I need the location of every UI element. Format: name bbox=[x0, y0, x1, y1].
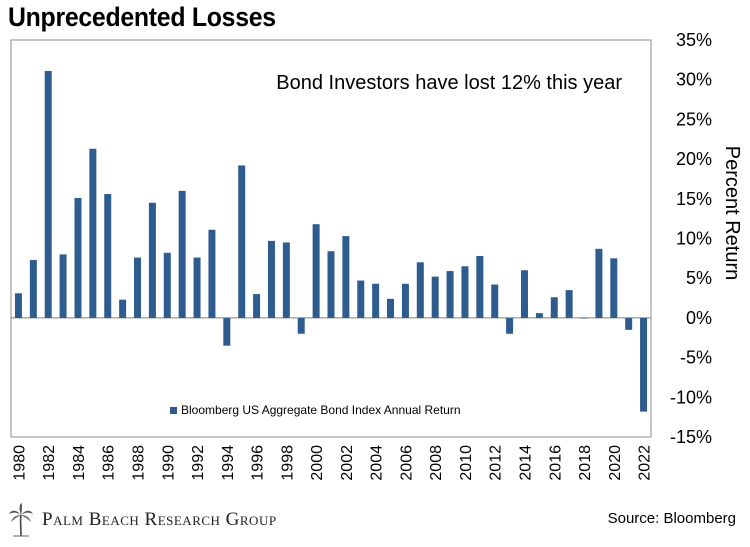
y-axis-label: Percent Return bbox=[721, 146, 743, 281]
legend-entry: Bloomberg US Aggregate Bond Index Annual… bbox=[181, 403, 461, 417]
bars-group bbox=[14, 70, 648, 412]
bar-2007 bbox=[416, 262, 424, 318]
y-tick-label: 0% bbox=[686, 308, 712, 328]
bar-2015 bbox=[535, 313, 543, 318]
bar-2022 bbox=[640, 317, 648, 412]
bar-1980 bbox=[14, 293, 22, 318]
bar-2020 bbox=[610, 258, 618, 318]
bar-1988 bbox=[134, 257, 142, 318]
y-tick-label: 20% bbox=[676, 149, 712, 169]
brand-name: Palm Beach Research Group bbox=[42, 509, 277, 530]
bar-1992 bbox=[193, 257, 201, 318]
x-tick-label: 2004 bbox=[369, 445, 386, 481]
bar-1996 bbox=[253, 294, 261, 318]
x-tick-label: 2014 bbox=[518, 445, 535, 481]
bar-2006 bbox=[401, 283, 409, 318]
bar-1983 bbox=[59, 254, 67, 318]
bar-2014 bbox=[520, 270, 528, 318]
footer-brand: Palm Beach Research Group bbox=[8, 503, 277, 537]
bar-1998 bbox=[282, 242, 290, 318]
bar-1985 bbox=[89, 148, 97, 318]
bar-1986 bbox=[104, 194, 112, 318]
y-tick-label: 5% bbox=[686, 268, 712, 288]
source-credit: Source: Bloomberg bbox=[607, 510, 736, 527]
bar-2008 bbox=[431, 276, 439, 318]
bar-2021 bbox=[625, 317, 633, 330]
x-tick-label: 1996 bbox=[250, 445, 267, 481]
y-tick-label: -5% bbox=[680, 348, 712, 368]
plot-frame bbox=[10, 39, 652, 438]
bar-1991 bbox=[178, 190, 186, 318]
bar-2017 bbox=[565, 290, 573, 318]
x-tick-label: 1982 bbox=[41, 445, 58, 481]
bar-1990 bbox=[163, 252, 171, 318]
legend-swatch bbox=[170, 407, 177, 414]
x-tick-label: 1992 bbox=[190, 445, 207, 481]
legend: Bloomberg US Aggregate Bond Index Annual… bbox=[170, 403, 461, 417]
bar-1989 bbox=[148, 202, 156, 318]
y-tick-label: 10% bbox=[676, 229, 712, 249]
bar-2018 bbox=[580, 317, 588, 319]
y-tick-labels: 35% 30% 25% 20% 15% 10% 5% 0% -5% -10% -15% bbox=[670, 30, 712, 447]
bar-1984 bbox=[74, 198, 82, 318]
bar-2010 bbox=[461, 266, 469, 318]
x-tick-label: 2006 bbox=[398, 445, 415, 481]
x-tick-label: 2008 bbox=[428, 445, 445, 481]
bar-1982 bbox=[44, 70, 52, 318]
y-tick-label: -15% bbox=[670, 427, 712, 447]
x-tick-label: 1984 bbox=[71, 445, 88, 481]
y-tick-label: 35% bbox=[676, 30, 712, 50]
bar-2000 bbox=[312, 224, 320, 318]
x-tick-label: 2020 bbox=[607, 445, 624, 481]
bar-2005 bbox=[387, 298, 395, 318]
x-tick-label: 1986 bbox=[101, 445, 118, 481]
bar-2003 bbox=[357, 280, 365, 318]
bar-2019 bbox=[595, 248, 603, 318]
bar-2002 bbox=[342, 236, 350, 318]
x-tick-label: 2002 bbox=[339, 445, 356, 481]
y-tick-label: -10% bbox=[670, 387, 712, 407]
x-tick-label: 2018 bbox=[577, 445, 594, 481]
bar-2004 bbox=[372, 283, 380, 318]
bar-1994 bbox=[223, 317, 231, 346]
y-tick-label: 30% bbox=[676, 70, 712, 90]
bar-1987 bbox=[119, 299, 127, 318]
bar-1997 bbox=[267, 240, 275, 318]
chart-annotation: Bond Investors have lost 12% this year bbox=[276, 72, 622, 94]
page-title: Unprecedented Losses bbox=[8, 2, 276, 32]
x-tick-label: 2012 bbox=[488, 445, 505, 481]
x-tick-label: 2000 bbox=[309, 445, 326, 481]
bar-1993 bbox=[208, 229, 216, 318]
bar-2012 bbox=[491, 284, 499, 318]
x-tick-label: 1988 bbox=[131, 445, 148, 481]
bar-2016 bbox=[550, 297, 558, 318]
bar-1995 bbox=[238, 165, 246, 318]
x-tick-label: 1994 bbox=[220, 445, 237, 481]
bar-2011 bbox=[476, 255, 484, 318]
palm-tree-logo-icon bbox=[9, 503, 33, 537]
x-tick-label: 2010 bbox=[458, 445, 475, 481]
x-tick-label: 2016 bbox=[547, 445, 564, 481]
bar-1999 bbox=[297, 317, 305, 334]
x-tick-label: 1998 bbox=[279, 445, 296, 481]
x-tick-labels: 1980 1982 1984 1986 1988 1990 1992 1994 1996 1998… bbox=[11, 445, 653, 481]
y-tick-label: 15% bbox=[676, 189, 712, 209]
bar-2001 bbox=[327, 251, 335, 318]
y-tick-label: 25% bbox=[676, 109, 712, 129]
x-tick-label: 2022 bbox=[637, 445, 654, 481]
bar-1981 bbox=[29, 259, 37, 318]
bar-2013 bbox=[506, 317, 514, 334]
bar-2009 bbox=[446, 271, 454, 318]
x-tick-label: 1990 bbox=[160, 445, 177, 481]
x-tick-label: 1980 bbox=[11, 445, 28, 481]
